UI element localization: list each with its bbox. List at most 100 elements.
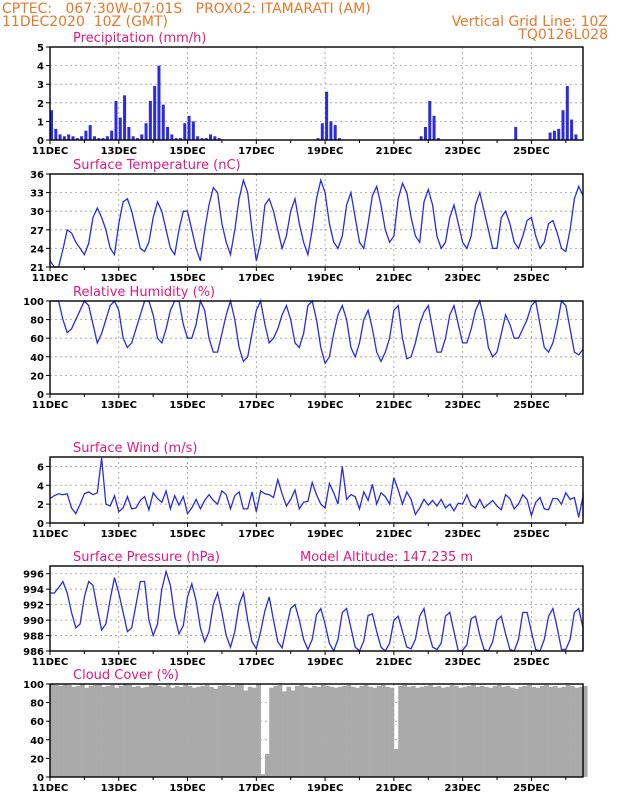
precip-bar (54, 128, 58, 140)
precip-bar (140, 134, 144, 140)
plot-frame (49, 300, 584, 395)
series-line (49, 457, 584, 518)
precip-bar (217, 138, 221, 140)
panel-title: Cloud Cover (%) (73, 668, 179, 683)
cloud-bar (402, 684, 408, 777)
series-line (49, 177, 584, 268)
x-tick-label: 13DEC (101, 783, 137, 794)
cloud-bar (552, 685, 558, 777)
precip-bar (325, 91, 329, 140)
precip-bar (200, 138, 204, 140)
plot-frame (49, 173, 584, 268)
cloud-bar (92, 684, 98, 777)
x-tick-label: 23DEC (444, 400, 480, 411)
plot-frame (49, 456, 584, 524)
precip-bar (170, 134, 174, 140)
cloud-bar (153, 684, 158, 777)
x-tick-label: 11DEC (32, 400, 68, 411)
chart-panel-4: 986 988 990 992 994 996 11DEC 13DEC 15DEC 17DEC 19… (23, 550, 584, 668)
x-tick-label: 19DEC (307, 400, 343, 411)
x-tick-label: 11DEC (32, 146, 68, 157)
cloud-bar (196, 686, 201, 777)
precip-bar (135, 138, 139, 140)
x-tick-label: 21DEC (376, 529, 412, 540)
x-tick-label: 21DEC (376, 657, 412, 668)
cloud-bar (187, 685, 193, 777)
x-tick-label: 25DEC (513, 273, 549, 284)
cloud-bar (380, 684, 386, 777)
y-tick-label: 80 (30, 699, 44, 710)
y-tick-label: 0 (37, 136, 44, 147)
x-tick-label: 11DEC (32, 783, 68, 794)
y-tick-label: 996 (23, 570, 44, 581)
cloud-bar (522, 685, 528, 777)
header-date-line: 11DEC2020 10Z (GMT) (2, 14, 169, 30)
cloud-bar (454, 685, 459, 777)
cloud-bar (264, 753, 270, 777)
cloud-bar (148, 684, 154, 777)
precip-bar (187, 115, 191, 140)
cloud-bar (570, 685, 575, 777)
x-tick-label: 25DEC (513, 783, 549, 794)
x-tick-label: 23DEC (444, 657, 480, 668)
precip-bar (127, 126, 131, 140)
cloud-bar (170, 687, 175, 777)
x-tick-label: 13DEC (101, 400, 137, 411)
panel-title: Surface Temperature (nC) (73, 158, 241, 173)
y-tick-label: 994 (23, 585, 44, 596)
precip-bar (183, 123, 187, 140)
cloud-bar (329, 686, 334, 777)
cloud-bar (140, 687, 145, 777)
cloud-bar (376, 685, 382, 777)
cloud-bar (406, 686, 412, 777)
precip-bar (570, 119, 574, 140)
precip-bar (80, 136, 84, 140)
precip-bar (191, 121, 195, 140)
cloud-bar (415, 687, 420, 777)
cloud-bar (269, 687, 274, 777)
precip-bar (114, 100, 118, 140)
cloud-bar (101, 686, 107, 777)
cloud-bar (445, 686, 451, 777)
cloud-bar (75, 685, 81, 777)
cloud-bar (540, 685, 545, 777)
cloud-bar (303, 686, 309, 777)
y-tick-label: 3 (37, 80, 44, 91)
y-tick-label: 2 (37, 500, 44, 511)
precip-bar (157, 65, 161, 140)
x-tick-label: 23DEC (444, 783, 480, 794)
x-tick-label: 11DEC (32, 657, 68, 668)
precip-bar (105, 136, 109, 140)
cloud-bar (114, 687, 120, 777)
precip-bar (118, 117, 122, 140)
cloud-bar (531, 686, 537, 777)
cloud-bar (497, 684, 502, 777)
x-tick-label: 19DEC (307, 783, 343, 794)
x-tick-label: 19DEC (307, 529, 343, 540)
cloud-bar (411, 685, 416, 777)
cloud-bar (209, 686, 214, 777)
header-station-line: CPTEC: 067:30W-07:01S PROX02: ITAMARATI … (2, 1, 371, 17)
y-tick-label: 27 (30, 226, 44, 237)
cloud-bar (398, 685, 403, 777)
y-tick-label: 20 (30, 371, 44, 382)
cloud-bar (389, 687, 395, 777)
y-tick-label: 0 (37, 519, 44, 530)
cloud-bar (518, 686, 524, 777)
cloud-bar (221, 684, 227, 777)
x-tick-label: 23DEC (444, 146, 480, 157)
precip-bar (75, 138, 79, 140)
cloud-bar (230, 686, 236, 777)
cloud-bar (217, 685, 223, 777)
y-tick-label: 2 (37, 99, 44, 110)
cloud-bar (458, 687, 463, 777)
y-tick-label: 6 (37, 462, 44, 473)
cloud-bar (157, 685, 163, 777)
cloud-bar (346, 684, 352, 777)
cloud-bar (307, 687, 313, 777)
cloud-bar (58, 685, 64, 777)
x-tick-label: 25DEC (513, 400, 549, 411)
precip-bar (144, 123, 148, 140)
x-tick-label: 17DEC (238, 783, 274, 794)
cloud-bar (62, 684, 68, 777)
